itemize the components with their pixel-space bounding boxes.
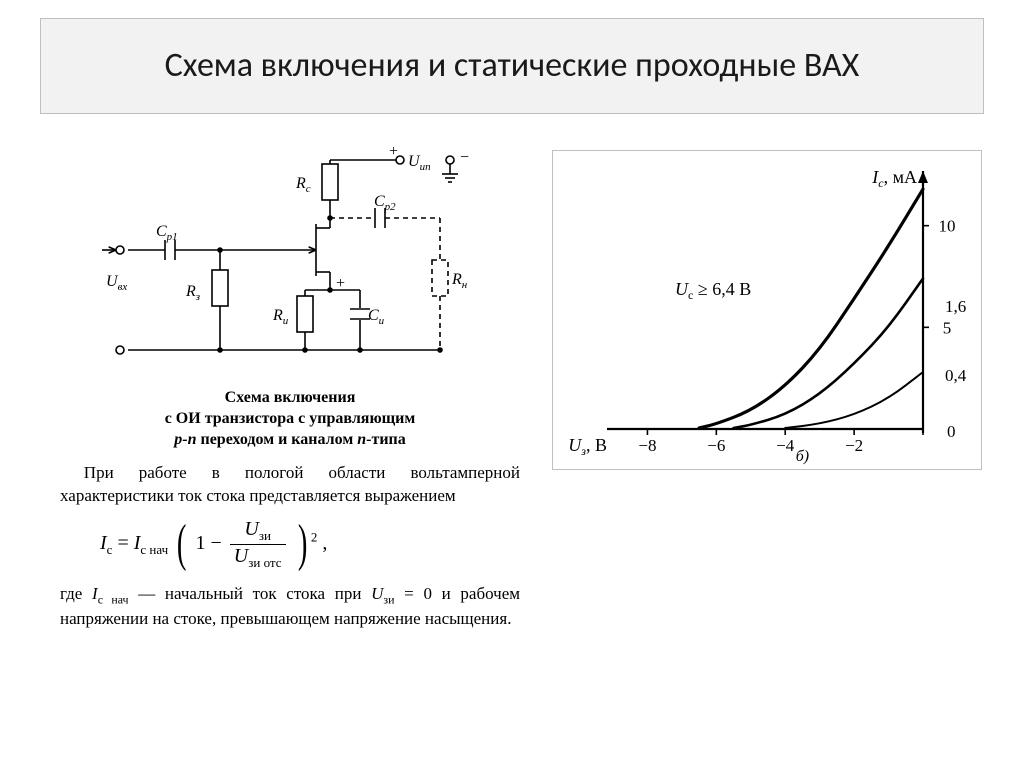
svg-text:Uc ≥ 6,4 В: Uc ≥ 6,4 В bbox=[675, 279, 751, 302]
svg-text:Rн: Rн bbox=[451, 271, 468, 291]
svg-text:5: 5 bbox=[943, 318, 952, 337]
svg-text:Uз, В: Uз, В bbox=[568, 435, 607, 458]
svg-text:+: + bbox=[389, 143, 398, 160]
svg-text:Cp2: Cp2 bbox=[374, 193, 396, 213]
svg-text:Uип: Uип bbox=[408, 153, 431, 173]
svg-text:Rc: Rc bbox=[295, 175, 311, 195]
svg-text:Uвх: Uвх bbox=[106, 273, 127, 293]
svg-text:10: 10 bbox=[939, 217, 956, 236]
chart-box: −8 −6 −4 −2 0 5 10 0,4 1,6 Iс, мА Uз, В Uc ≥ 6,4 В б… bbox=[552, 150, 982, 470]
svg-text:Rз: Rз bbox=[185, 283, 200, 303]
svg-text:−4: −4 bbox=[776, 436, 795, 455]
left-column: + Rc Cp1 Cp2 Rз Rи Cи Rн Uвх Uип + − Схема включени… bbox=[60, 140, 520, 631]
title-box: Схема включения и статические проходные … bbox=[40, 18, 984, 114]
svg-text:−6: −6 bbox=[707, 436, 725, 455]
body-paragraph-2: где Iс нач — начальный ток стока при Uзи… bbox=[60, 583, 520, 630]
slide-title: Схема включения и статические проходные … bbox=[165, 46, 860, 85]
body-paragraph-1: При работе в пологой области вольтамперн… bbox=[60, 462, 520, 508]
svg-text:−: − bbox=[460, 149, 469, 166]
transfer-characteristic-chart: −8 −6 −4 −2 0 5 10 0,4 1,6 Iс, мА Uз, В Uc ≥ 6,4 В б… bbox=[553, 151, 981, 469]
svg-text:0,4: 0,4 bbox=[945, 366, 967, 385]
caption-line1: Схема включения bbox=[60, 388, 520, 409]
svg-text:+: + bbox=[336, 275, 345, 292]
svg-text:б): б) bbox=[796, 448, 809, 465]
svg-text:Rи: Rи bbox=[272, 307, 289, 327]
caption-line2: с ОИ транзистора с управляющим p-n перех… bbox=[60, 409, 520, 451]
svg-text:1,6: 1,6 bbox=[945, 297, 966, 316]
svg-text:−2: −2 bbox=[845, 436, 863, 455]
svg-text:0: 0 bbox=[947, 422, 956, 441]
svg-text:Iс, мА: Iс, мА bbox=[871, 167, 917, 190]
svg-text:Cи: Cи bbox=[368, 307, 385, 327]
circuit-diagram: + Rc Cp1 Cp2 Rз Rи Cи Rн Uвх Uип + − bbox=[90, 140, 490, 380]
svg-text:−8: −8 bbox=[638, 436, 656, 455]
formula: Iс = Iс нач ( 1 − UзиUзи отс )2 , bbox=[100, 518, 520, 571]
svg-text:Cp1: Cp1 bbox=[156, 223, 178, 243]
circuit-caption: Схема включения с ОИ транзистора с управ… bbox=[60, 388, 520, 450]
